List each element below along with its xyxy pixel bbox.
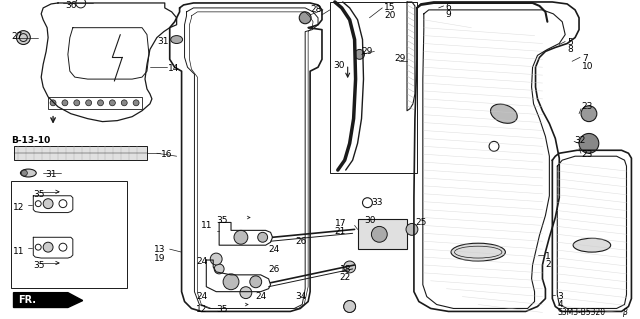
Circle shape <box>86 100 92 106</box>
Circle shape <box>62 100 68 106</box>
Text: 17: 17 <box>335 219 346 228</box>
Text: 21: 21 <box>335 227 346 236</box>
Circle shape <box>17 31 30 44</box>
Text: 24: 24 <box>269 245 280 254</box>
Text: 20: 20 <box>384 11 396 20</box>
Bar <box>330 2 417 173</box>
Text: S3M3-B5320: S3M3-B5320 <box>557 308 605 317</box>
Circle shape <box>223 274 239 290</box>
Text: FR.: FR. <box>19 295 36 305</box>
Text: 2: 2 <box>545 260 551 269</box>
Ellipse shape <box>451 243 506 261</box>
Text: 6: 6 <box>445 3 451 12</box>
Text: 3: 3 <box>557 292 563 301</box>
Text: 30: 30 <box>365 216 376 225</box>
Text: 8: 8 <box>567 46 573 55</box>
Text: 25: 25 <box>415 218 426 226</box>
Bar <box>13 146 147 160</box>
Text: 28: 28 <box>310 5 321 14</box>
Bar <box>10 181 127 288</box>
Circle shape <box>43 199 53 209</box>
Text: 24: 24 <box>196 257 207 266</box>
Text: 30: 30 <box>333 61 344 70</box>
Circle shape <box>240 287 252 299</box>
Polygon shape <box>13 293 83 308</box>
Circle shape <box>97 100 104 106</box>
Circle shape <box>214 264 224 274</box>
Text: 31: 31 <box>157 37 168 46</box>
Circle shape <box>300 12 311 24</box>
Text: 14: 14 <box>168 64 179 73</box>
Circle shape <box>109 100 115 106</box>
Text: 7: 7 <box>582 54 588 63</box>
Text: 24: 24 <box>256 292 267 301</box>
Text: 4: 4 <box>557 300 563 308</box>
Circle shape <box>133 100 139 106</box>
Text: 26: 26 <box>269 265 280 274</box>
Text: 12: 12 <box>196 305 208 314</box>
Circle shape <box>406 223 418 235</box>
Ellipse shape <box>171 36 182 43</box>
Circle shape <box>579 133 599 153</box>
Circle shape <box>258 232 268 242</box>
Text: 15: 15 <box>384 3 396 12</box>
Text: 35: 35 <box>33 190 45 199</box>
Text: 19: 19 <box>154 254 165 263</box>
Text: 10: 10 <box>582 62 593 71</box>
Circle shape <box>371 226 387 242</box>
Circle shape <box>344 300 356 312</box>
Bar <box>48 97 142 109</box>
Circle shape <box>234 230 248 244</box>
Text: B-13-10: B-13-10 <box>12 137 51 145</box>
Text: 11: 11 <box>202 221 213 230</box>
Text: 27: 27 <box>12 32 23 41</box>
Ellipse shape <box>20 169 36 177</box>
Text: 31: 31 <box>45 170 57 179</box>
Text: 22: 22 <box>340 273 351 282</box>
Text: 12: 12 <box>13 203 24 212</box>
Text: 13: 13 <box>154 245 165 254</box>
Text: 18: 18 <box>340 265 351 274</box>
Text: β: β <box>621 308 627 317</box>
Circle shape <box>355 49 365 59</box>
Text: 29: 29 <box>394 54 406 63</box>
Text: 23: 23 <box>581 102 593 111</box>
Circle shape <box>344 261 356 273</box>
Ellipse shape <box>490 104 517 123</box>
Text: 34: 34 <box>295 292 307 301</box>
Text: 5: 5 <box>567 38 573 47</box>
Text: 32: 32 <box>574 137 586 145</box>
Text: 33: 33 <box>371 198 383 207</box>
Text: 16: 16 <box>161 150 172 159</box>
Text: 23: 23 <box>581 150 593 159</box>
Text: 24: 24 <box>196 292 207 301</box>
Circle shape <box>74 100 80 106</box>
Text: 29: 29 <box>362 48 373 56</box>
Ellipse shape <box>573 238 611 252</box>
Circle shape <box>43 242 53 252</box>
Bar <box>358 219 407 249</box>
Circle shape <box>50 100 56 106</box>
Text: 11: 11 <box>13 247 24 256</box>
Circle shape <box>21 170 28 176</box>
Circle shape <box>581 106 597 122</box>
Text: 1: 1 <box>545 252 551 261</box>
Text: 35: 35 <box>216 216 228 225</box>
Text: 26: 26 <box>295 237 307 246</box>
Circle shape <box>250 276 262 288</box>
Text: 36: 36 <box>65 1 76 10</box>
Circle shape <box>211 253 222 265</box>
Text: 35: 35 <box>216 305 228 314</box>
Circle shape <box>344 300 356 312</box>
Circle shape <box>121 100 127 106</box>
Text: 9: 9 <box>445 10 451 19</box>
Text: 35: 35 <box>33 261 45 270</box>
